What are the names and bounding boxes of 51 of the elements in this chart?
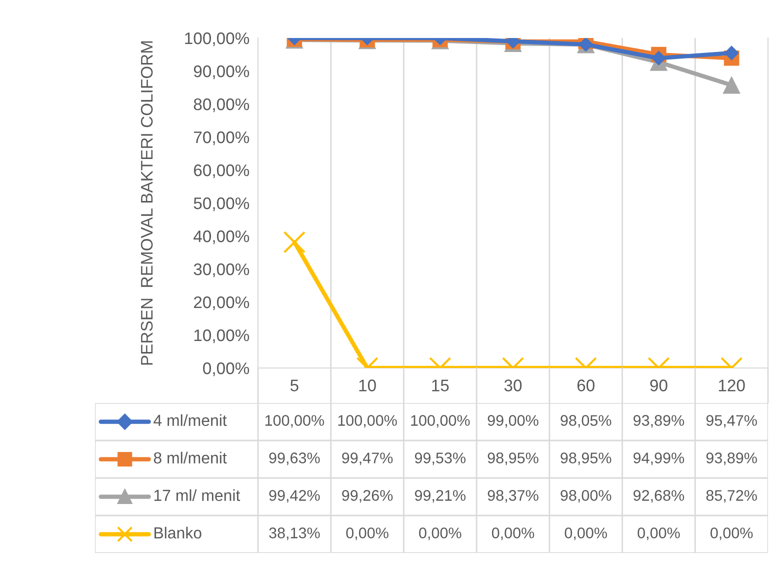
x-tick-label: 60 [577, 380, 594, 392]
data-label: 98,95% [488, 452, 538, 466]
y-tick-label: 100,00% [185, 32, 250, 46]
y-axis-title: PERSEN REMOVAL BAKTERI COLIFORM [140, 41, 153, 365]
data-label: 99,63% [269, 452, 320, 466]
y-tick-label: 30,00% [194, 263, 250, 278]
data-label: 100,00% [338, 415, 397, 428]
y-tick-label: 0,00% [203, 362, 250, 376]
data-label: 93,89% [706, 452, 757, 466]
data-label: 99,00% [488, 415, 538, 428]
y-tick-label: 70,00% [194, 131, 250, 146]
data-label: 100,00% [411, 415, 470, 428]
x-tick-label: 15 [432, 380, 449, 392]
data-label: 98,00% [560, 490, 612, 503]
legend-label: 17 ml/ menit [154, 489, 240, 502]
y-tick-label: 50,00% [194, 197, 250, 212]
legend-label: 8 ml/menit [154, 452, 227, 464]
data-label: 99,26% [342, 490, 393, 503]
legend-label: 4 ml/menit [154, 414, 227, 426]
data-label: 100,00% [265, 415, 324, 428]
x-tick-label: 120 [718, 380, 745, 392]
data-label: 98,05% [560, 415, 612, 428]
y-tick-label: 40,00% [194, 230, 250, 244]
x-tick-label: 5 [290, 380, 298, 392]
x-tick-label: 10 [359, 380, 376, 392]
data-label: 99,47% [342, 452, 393, 466]
data-label: 98,95% [560, 452, 612, 466]
data-label: 99,53% [414, 452, 466, 466]
data-label: 98,37% [488, 490, 538, 503]
data-label: 99,21% [414, 490, 466, 503]
data-label: 0,00% [638, 528, 680, 540]
y-tick-label: 20,00% [194, 296, 250, 310]
data-label: 85,72% [706, 490, 757, 503]
data-label: 92,68% [634, 490, 684, 503]
data-label: 0,00% [710, 528, 753, 540]
x-tick-label: 30 [504, 380, 522, 392]
data-label: 38,13% [269, 528, 320, 540]
data-label: 0,00% [346, 528, 388, 540]
data-label: 99,42% [269, 490, 320, 503]
data-label: 95,47% [706, 415, 757, 428]
y-tick-label: 80,00% [194, 98, 250, 112]
data-label: 0,00% [564, 528, 607, 540]
y-tick-label: 90,00% [194, 65, 250, 80]
legend-label: Blanko [154, 526, 202, 539]
data-label: 93,89% [634, 415, 684, 428]
x-tick-label: 90 [650, 380, 668, 392]
y-tick-label: 10,00% [194, 329, 250, 344]
y-tick-label: 60,00% [194, 164, 250, 178]
data-label: 94,99% [634, 452, 684, 466]
data-label: 0,00% [492, 528, 534, 540]
data-label: 0,00% [419, 528, 462, 540]
